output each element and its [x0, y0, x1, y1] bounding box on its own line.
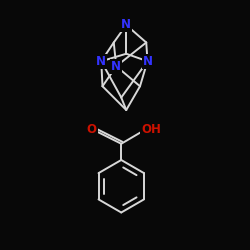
Text: N: N: [111, 60, 121, 73]
Text: O: O: [87, 123, 97, 136]
Text: OH: OH: [141, 123, 161, 136]
Text: N: N: [96, 55, 106, 68]
Text: N: N: [142, 55, 152, 68]
Text: N: N: [121, 18, 131, 32]
